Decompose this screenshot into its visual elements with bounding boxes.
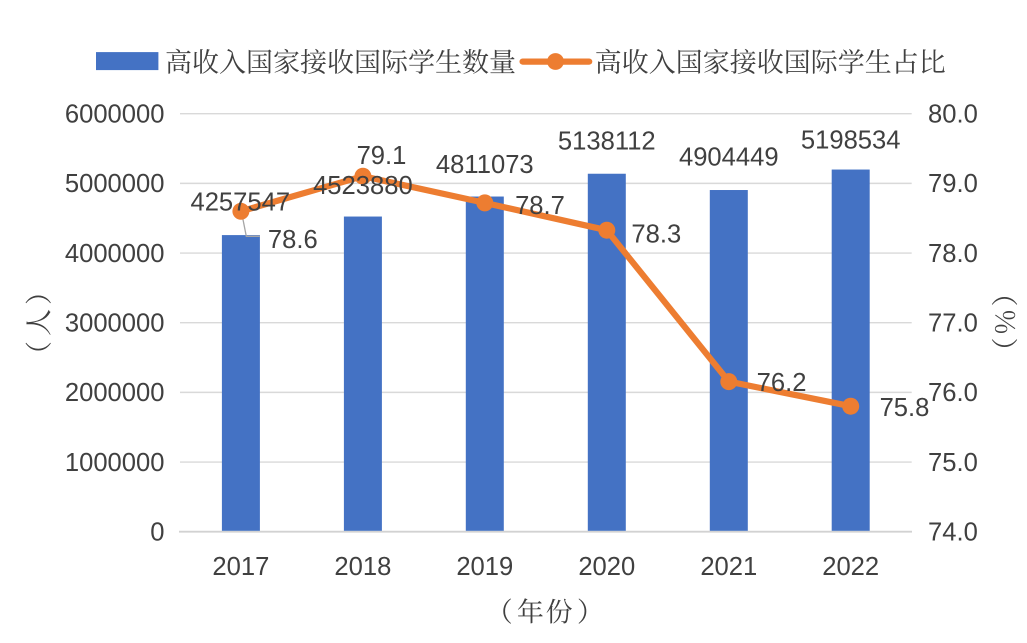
svg-text:6000000: 6000000 bbox=[65, 101, 165, 129]
svg-text:75.8: 75.8 bbox=[880, 394, 930, 422]
svg-text:76.2: 76.2 bbox=[757, 369, 807, 397]
svg-text:4904449: 4904449 bbox=[679, 143, 779, 171]
svg-text:2019: 2019 bbox=[456, 553, 513, 581]
svg-text:4811073: 4811073 bbox=[436, 151, 534, 179]
svg-text:2020: 2020 bbox=[578, 553, 635, 581]
svg-text:2017: 2017 bbox=[212, 553, 269, 581]
svg-text:2022: 2022 bbox=[822, 553, 879, 581]
svg-text:79.1: 79.1 bbox=[357, 142, 407, 170]
svg-text:79.0: 79.0 bbox=[928, 170, 978, 198]
svg-text:0: 0 bbox=[150, 519, 164, 547]
svg-text:4257547: 4257547 bbox=[190, 189, 290, 217]
svg-text:5138112: 5138112 bbox=[558, 128, 656, 156]
svg-text:2018: 2018 bbox=[334, 553, 391, 581]
svg-text:1000000: 1000000 bbox=[65, 449, 165, 477]
svg-text:80.0: 80.0 bbox=[928, 101, 978, 129]
svg-text:5000000: 5000000 bbox=[65, 170, 165, 198]
svg-text:75.0: 75.0 bbox=[928, 449, 978, 477]
svg-text:2021: 2021 bbox=[700, 553, 757, 581]
svg-text:74.0: 74.0 bbox=[928, 519, 978, 547]
svg-text:3000000: 3000000 bbox=[65, 310, 165, 338]
svg-text:78.7: 78.7 bbox=[515, 192, 565, 220]
svg-text:5198534: 5198534 bbox=[801, 126, 901, 154]
svg-text:76.0: 76.0 bbox=[928, 379, 978, 407]
svg-text:77.0: 77.0 bbox=[928, 310, 978, 338]
svg-text:2000000: 2000000 bbox=[65, 379, 165, 407]
svg-text:78.0: 78.0 bbox=[928, 240, 978, 268]
svg-text:78.6: 78.6 bbox=[268, 226, 318, 254]
svg-text:4000000: 4000000 bbox=[65, 240, 165, 268]
svg-text:78.3: 78.3 bbox=[631, 220, 681, 248]
svg-text:4523880: 4523880 bbox=[313, 172, 413, 200]
